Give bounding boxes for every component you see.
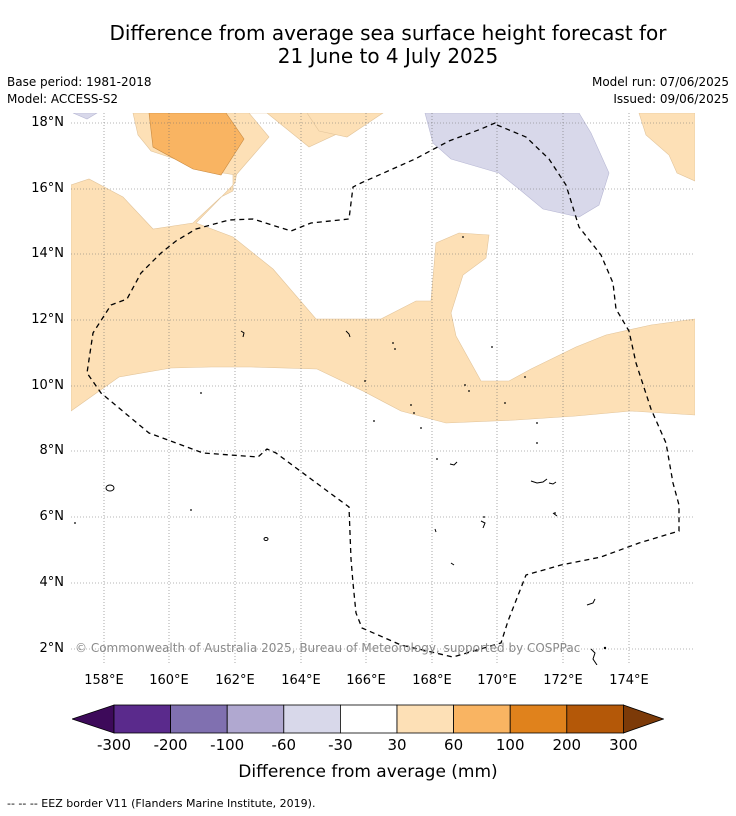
graticule [71,113,695,665]
colorbar-tick: 100 [495,736,525,754]
meta-left: Base period: 1981-2018 Model: ACCESS-S2 [7,74,152,108]
colorbar-segment-6 [396,704,454,734]
footnote-eez: -- -- -- EEZ border V11 (Flanders Marine… [7,797,316,810]
colorbar-segment-8 [509,704,568,734]
title-line-1: Difference from average sea surface heig… [109,21,667,45]
watermark: © Commonwealth of Australia 2025, Bureau… [75,641,581,655]
base-period: Base period: 1981-2018 [7,75,152,89]
lat-label-18n: 18°N [31,115,64,130]
contour-60-100 [148,112,245,176]
title-line-2: 21 June to 4 July 2025 [277,44,499,68]
meta-right: Model run: 07/06/2025 Issued: 09/06/2025 [592,74,729,108]
colorbar-segment-2 [170,704,228,734]
colorbar-tick: 30 [387,736,407,754]
colorbar-tick: 300 [609,736,638,754]
island-dots [74,236,607,650]
model-name: Model: ACCESS-S2 [7,92,119,106]
map-panel [70,112,696,666]
lon-label-166e: 166°E [346,673,386,688]
islands [105,330,598,666]
colorbar-tick: -60 [271,736,297,754]
lon-label-164e: 164°E [281,673,321,688]
lon-label-172e: 172°E [543,673,583,688]
colorbar-extend-high [623,704,664,734]
lon-label-158e: 158°E [84,673,124,688]
lon-label-170e: 170°E [477,673,517,688]
lat-label-8n: 8°N [39,443,65,458]
colorbar-label: Difference from average (mm) [238,762,498,782]
lat-label-14n: 14°N [31,246,64,261]
lon-label-168e: 168°E [412,673,452,688]
colorbar-tick: -300 [96,736,132,754]
colorbar-tick: 200 [552,736,582,754]
colorbar-segment-7 [453,704,511,734]
issued-date: Issued: 09/06/2025 [613,92,729,106]
lat-label-2n: 2°N [39,641,65,656]
lon-label-160e: 160°E [149,673,189,688]
colorbar-tick: -100 [210,736,245,754]
contour-30-60-top [306,112,384,138]
colorbar-extend-low [72,704,115,734]
colorbar-segment-1 [113,704,171,734]
colorbar [72,704,664,734]
colorbar-segment-5 [339,704,398,734]
colorbar-tick: 60 [444,736,464,754]
model-run: Model run: 07/06/2025 [591,75,729,89]
colorbar-tick: -30 [328,736,353,754]
lon-label-162e: 162°E [215,673,255,688]
lat-label-4n: 4°N [39,575,65,590]
lat-label-16n: 16°N [31,181,64,196]
eez-border [86,122,680,658]
lon-label-174e: 174°E [609,673,649,688]
colorbar-segment-3 [226,704,285,734]
contour-neg-small [72,112,99,120]
lat-label-10n: 10°N [31,378,64,393]
colorbar-segment-4 [283,704,341,734]
colorbar-tick: -200 [153,736,188,754]
colorbar-segment-9 [566,704,624,734]
sea-height-map [70,112,696,666]
lat-label-12n: 12°N [31,312,64,327]
lat-label-6n: 6°N [39,509,65,524]
map-title: Difference from average sea surface heig… [40,22,736,68]
